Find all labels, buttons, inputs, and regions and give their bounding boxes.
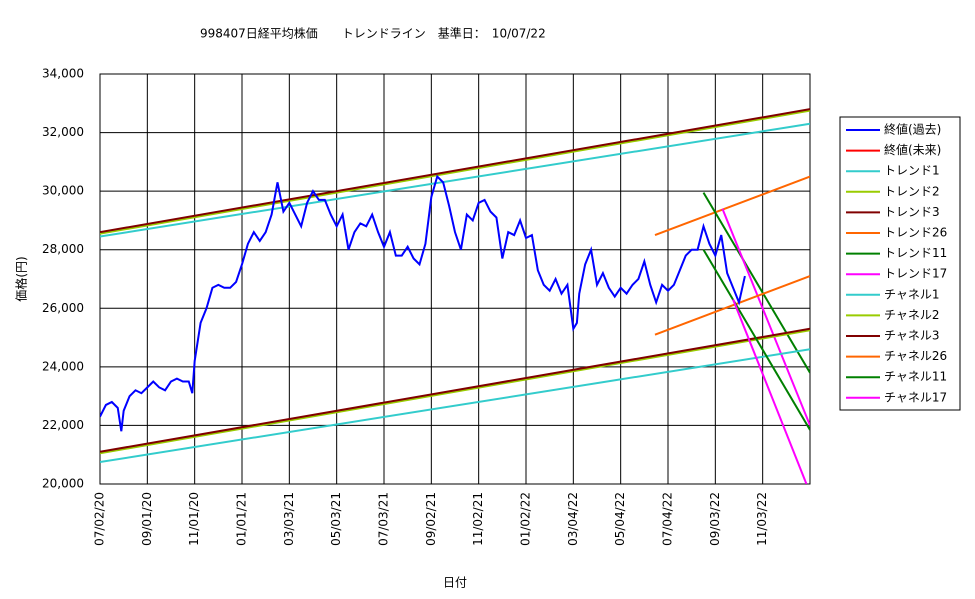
x-tick-label: 05/03/21 bbox=[329, 492, 343, 546]
series-line bbox=[100, 109, 810, 235]
legend-label: トレンド2 bbox=[884, 184, 940, 198]
series-line bbox=[100, 348, 810, 464]
legend-label: トレンド26 bbox=[884, 226, 947, 240]
x-tick-label: 03/03/21 bbox=[282, 492, 296, 546]
y-tick-label: 26,000 bbox=[42, 301, 84, 315]
series-line bbox=[100, 108, 810, 234]
y-axis-label: 価格(円) bbox=[14, 256, 29, 301]
series-line bbox=[100, 327, 810, 453]
series-line bbox=[100, 122, 810, 238]
y-tick-label: 32,000 bbox=[42, 125, 84, 139]
legend-label: トレンド3 bbox=[884, 205, 940, 219]
x-tick-label: 01/01/21 bbox=[235, 492, 249, 546]
series-line bbox=[732, 299, 808, 484]
legend bbox=[839, 116, 961, 411]
x-tick-label: 05/04/22 bbox=[613, 492, 627, 546]
y-tick-label: 20,000 bbox=[42, 477, 84, 491]
x-tick-label: 11/02/21 bbox=[471, 492, 485, 546]
series-line bbox=[100, 174, 746, 432]
series-line bbox=[721, 208, 810, 426]
series-line bbox=[702, 192, 810, 374]
legend-label: 終値(過去) bbox=[884, 122, 941, 137]
x-tick-label: 07/04/22 bbox=[661, 492, 675, 546]
x-tick-label: 11/03/22 bbox=[755, 492, 769, 546]
y-tick-label: 24,000 bbox=[42, 359, 84, 373]
y-tick-label: 34,000 bbox=[42, 67, 84, 81]
x-tick-label: 09/02/21 bbox=[424, 492, 438, 546]
legend-label: チャネル11 bbox=[884, 370, 947, 384]
series-line bbox=[654, 275, 810, 336]
y-tick-label: 22,000 bbox=[42, 418, 84, 432]
y-tick-label: 30,000 bbox=[42, 184, 84, 198]
x-tick-label: 03/04/22 bbox=[566, 492, 580, 546]
chart-title: 998407日経平均株価 トレンドライン 基準日： 10/07/22 bbox=[200, 26, 546, 41]
legend-label: トレンド17 bbox=[884, 267, 947, 281]
series-line bbox=[702, 249, 810, 431]
series-line bbox=[654, 175, 810, 237]
legend-label: 終値(未来) bbox=[884, 142, 941, 157]
x-tick-label: 01/02/22 bbox=[519, 492, 533, 546]
legend-label: チャネル26 bbox=[884, 349, 947, 363]
x-axis-label: 日付 bbox=[443, 576, 467, 590]
x-tick-label: 11/01/20 bbox=[187, 492, 201, 546]
x-tick-label: 09/01/20 bbox=[140, 492, 154, 546]
legend-label: チャネル2 bbox=[884, 308, 940, 322]
plot-area bbox=[99, 73, 811, 485]
x-tick-label: 09/03/22 bbox=[708, 492, 722, 546]
legend-label: チャネル17 bbox=[884, 390, 947, 404]
y-tick-label: 28,000 bbox=[42, 242, 84, 256]
legend-label: トレンド11 bbox=[884, 246, 947, 260]
legend-label: チャネル1 bbox=[884, 287, 940, 301]
legend-label: チャネル3 bbox=[884, 329, 940, 343]
x-tick-label: 07/02/20 bbox=[93, 492, 107, 546]
series-line bbox=[100, 329, 810, 455]
x-tick-label: 07/03/21 bbox=[377, 492, 391, 546]
legend-label: トレンド1 bbox=[884, 164, 940, 178]
